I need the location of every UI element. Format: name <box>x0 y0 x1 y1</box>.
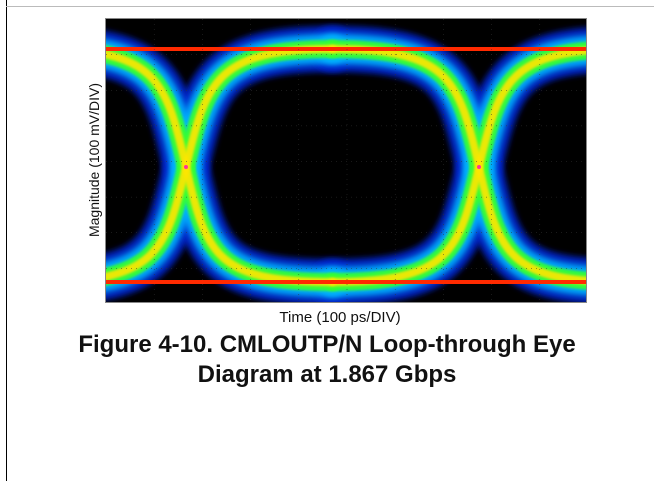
x-axis-label: Time (100 ps/DIV) <box>279 309 401 326</box>
y-axis-label: Magnitude (100 mV/DIV) <box>86 82 102 238</box>
graticule <box>106 19 586 302</box>
caption-line-1: Figure 4-10. CMLOUTP/N Loop-through Eye <box>78 331 576 358</box>
page-border-top <box>6 6 654 7</box>
page-border-left <box>6 0 7 481</box>
caption-line-2: Diagram at 1.867 Gbps <box>197 361 457 388</box>
eye-diagram-plot <box>105 18 587 303</box>
eye-diagram-figure: Magnitude (100 mV/DIV) Time (100 ps/DIV) <box>80 10 600 326</box>
eye-diagram-svg <box>106 19 586 302</box>
crossing-marker-right <box>477 165 481 169</box>
crossing-marker-left <box>184 165 188 169</box>
figure-caption: Figure 4-10. CMLOUTP/N Loop-through Eye … <box>0 330 654 390</box>
